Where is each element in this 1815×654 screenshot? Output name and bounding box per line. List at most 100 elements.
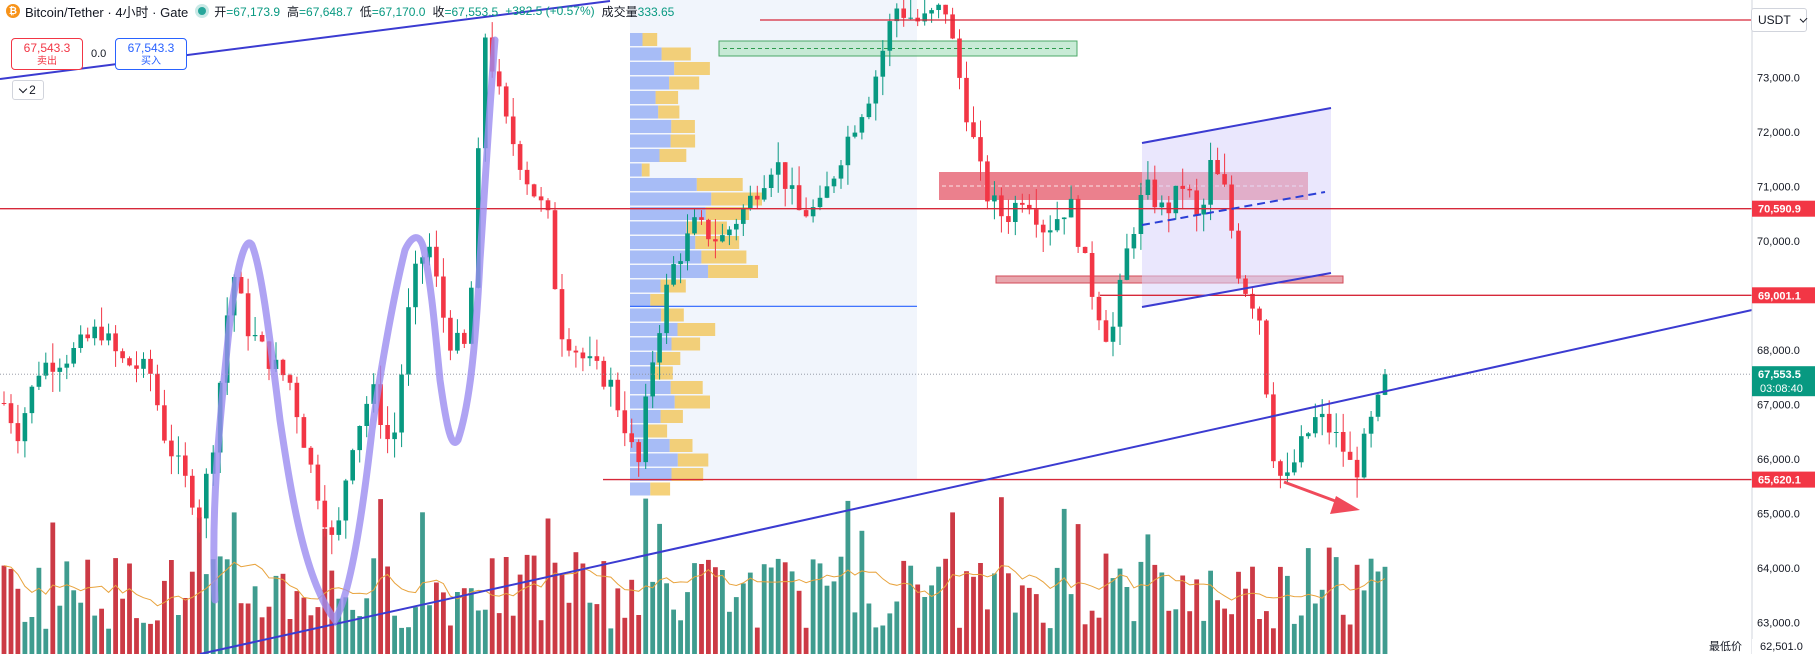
candle-body	[1075, 198, 1081, 247]
volume-bar	[57, 605, 63, 654]
volume-profile-bar	[630, 352, 657, 365]
candle-body	[1215, 160, 1220, 175]
volume-bar	[1033, 594, 1039, 654]
volume-bar	[810, 559, 816, 654]
volume-bar	[64, 561, 70, 654]
candle-body	[1382, 374, 1388, 395]
volume-profile-value-bar	[669, 76, 700, 90]
volume-bar	[922, 597, 928, 654]
volume-bar	[671, 609, 676, 654]
candle-body	[880, 50, 886, 77]
volume-bar	[92, 615, 98, 654]
volume-bar	[1082, 624, 1088, 654]
volume-bar	[22, 621, 28, 654]
candle-body	[929, 10, 934, 14]
candle-body	[441, 276, 446, 318]
candle-body	[385, 425, 390, 440]
highlight-scribble	[210, 36, 499, 627]
candle-body	[685, 233, 690, 262]
volume-profile-value-bar	[660, 410, 683, 423]
candle-body	[1061, 217, 1067, 220]
sell-button[interactable]: 67,543.3 卖出	[11, 38, 83, 70]
volume-bar	[1096, 617, 1102, 654]
volume-bar	[768, 567, 774, 654]
volume-bar	[336, 598, 342, 654]
volume-bar	[559, 574, 565, 654]
candle-body	[15, 423, 21, 442]
candle-body	[1173, 185, 1179, 214]
volume-profile-value-bar	[674, 62, 710, 75]
candle-body	[1306, 433, 1311, 437]
volume-bar	[210, 559, 216, 654]
candle-body	[1124, 248, 1130, 280]
volume-bar	[1089, 610, 1095, 654]
volume-bar	[510, 615, 516, 654]
volume-bar	[1271, 628, 1276, 654]
currency-select[interactable]: USDT	[1751, 8, 1808, 32]
volume-bar	[238, 603, 244, 654]
price-tick-label: 66,000.0	[1757, 454, 1800, 466]
volume-bar	[1361, 590, 1367, 654]
volume-bar	[106, 628, 111, 654]
volume-profile-value-bar	[705, 207, 750, 220]
candle-body	[531, 184, 537, 197]
volume-bar	[775, 558, 781, 654]
candle-body	[545, 200, 551, 211]
min-price-label: 最低价	[1709, 641, 1742, 653]
market-status-icon	[198, 7, 207, 15]
volume-bar	[517, 574, 523, 654]
volume-profile-value-bar	[671, 337, 701, 351]
volume-bar	[1312, 603, 1318, 654]
volume-bar	[448, 625, 453, 654]
candle-body	[1319, 413, 1325, 418]
candle-body	[329, 527, 335, 535]
volume-bar	[280, 573, 286, 654]
volume-bar	[392, 615, 397, 654]
candle-body	[1354, 459, 1360, 478]
volume-bar	[873, 627, 879, 654]
volume-bar	[957, 627, 962, 654]
buy-button[interactable]: 67,543.3 买入	[115, 38, 187, 70]
volume-bar	[1173, 609, 1179, 654]
volume-bar	[908, 565, 914, 654]
candle-body	[1361, 433, 1367, 478]
candle-body	[8, 403, 14, 424]
candle-body	[1243, 278, 1248, 294]
volume-bar	[1152, 564, 1158, 654]
volume-profile-bar	[630, 439, 670, 452]
volume-bar	[713, 567, 718, 654]
volume-bar	[985, 609, 990, 654]
volume-bar	[1326, 547, 1332, 654]
channel-lower	[1141, 272, 1332, 308]
buy-price: 67,543.3	[127, 41, 175, 55]
candle-body	[1006, 216, 1011, 222]
candle-body	[183, 455, 188, 476]
volume-profile-bar	[630, 149, 660, 162]
indicator-toggle-button[interactable]: 2	[12, 80, 44, 100]
volume-bar	[587, 602, 593, 654]
volume-bar	[706, 559, 711, 654]
candle-body	[985, 161, 990, 202]
volume-profile-bar	[630, 294, 651, 307]
price-tag-bg	[1752, 471, 1815, 488]
volume-bar	[1026, 587, 1032, 654]
candle-body	[496, 71, 502, 87]
symbol-title[interactable]: Bitcoin/Tether · 4小时 · Gate	[25, 4, 189, 20]
volume-bar	[489, 558, 495, 654]
candle-body	[887, 21, 893, 51]
volume-bar	[43, 628, 49, 654]
price-axis[interactable]: 73,000.072,000.071,000.070,000.069,000.0…	[1751, 0, 1815, 654]
volume-profile-value-bar	[659, 149, 687, 162]
volume-bar	[880, 625, 886, 654]
volume-bar	[999, 497, 1004, 654]
volume-bar	[1298, 615, 1304, 654]
volume-profile-value-bar	[658, 105, 680, 119]
volume-bar	[113, 558, 118, 654]
volume-bar	[936, 566, 941, 654]
volume-bar	[1257, 619, 1262, 654]
volume-bar	[1347, 624, 1353, 654]
volume-bar	[99, 608, 104, 654]
volume-bar	[189, 571, 195, 654]
candle-body	[629, 433, 634, 443]
